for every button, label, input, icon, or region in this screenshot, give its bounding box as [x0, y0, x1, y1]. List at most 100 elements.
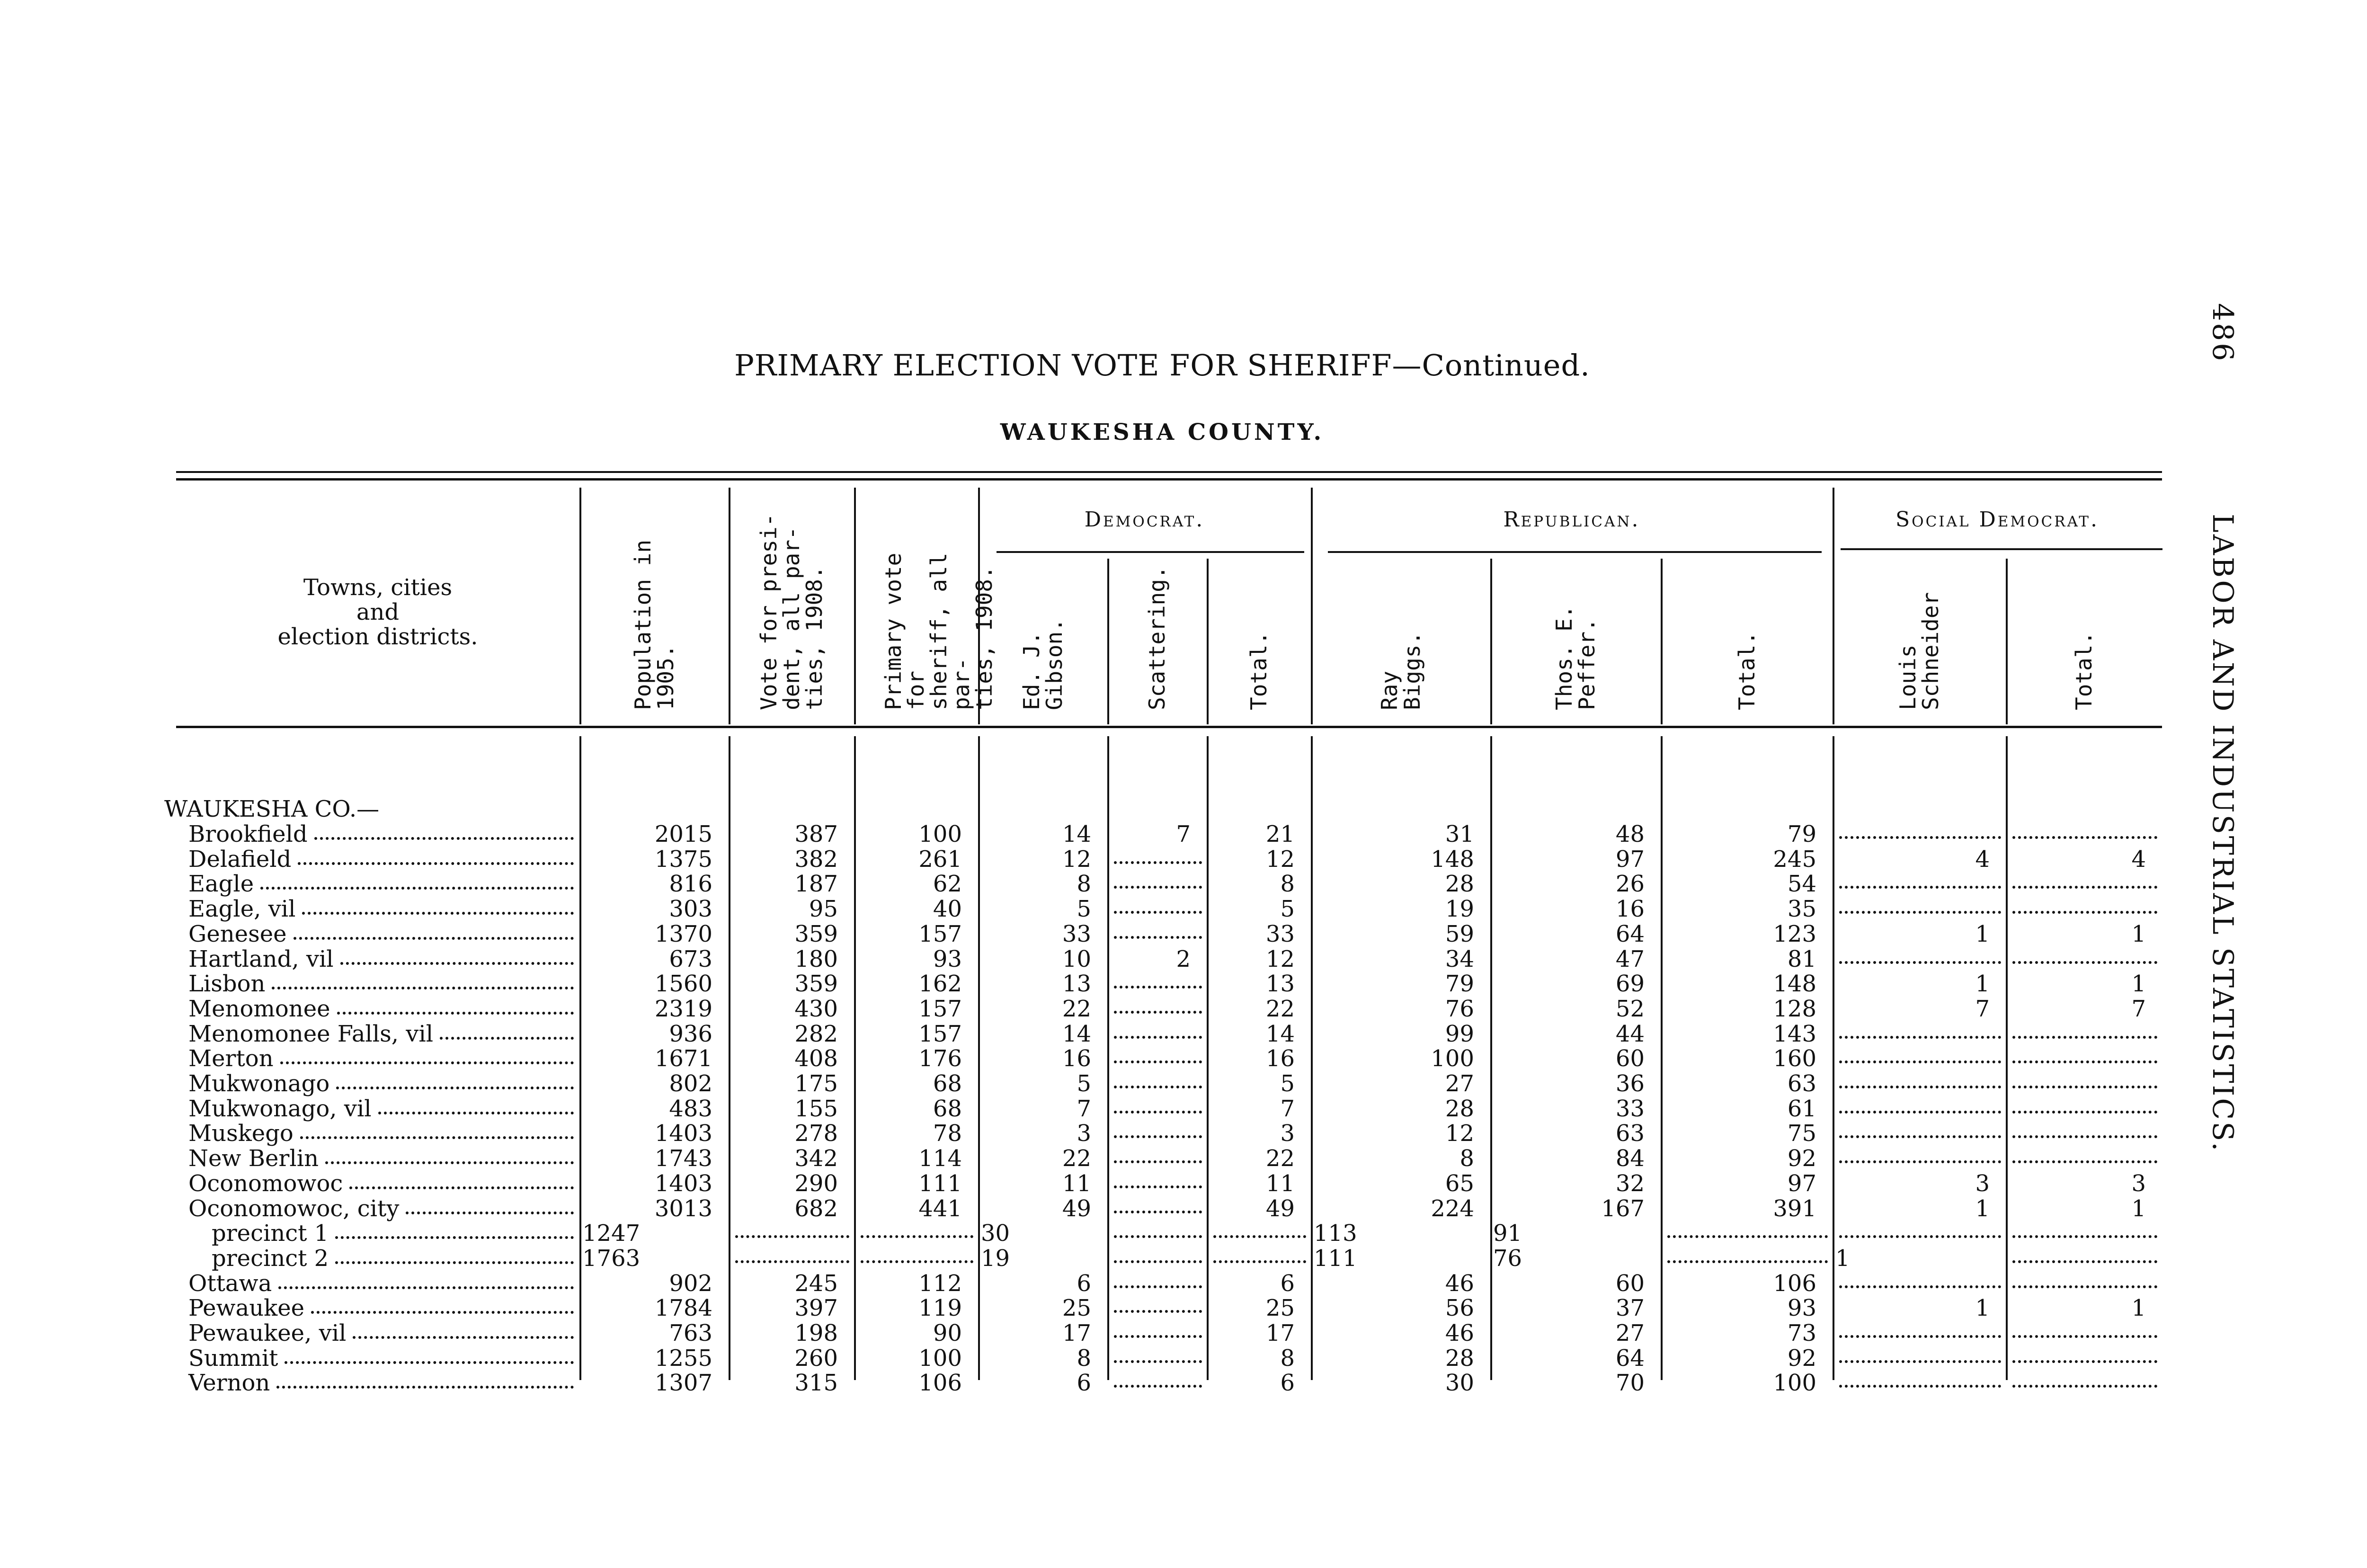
town-name-text: Eagle, vil — [188, 896, 296, 923]
biggs-cell: 12 — [1445, 1120, 1474, 1147]
table-row: Menomonee Falls, vil 936 282 157 14 14 99 44 143 — [0, 1022, 2178, 1046]
gibson-cell: 22 — [1062, 1145, 1091, 1172]
town-name: Menomonee — [188, 997, 577, 1021]
peffer-cell: 47 — [1615, 945, 1645, 972]
population-cell: 1247 — [582, 1220, 641, 1247]
header-line: Schneider — [1918, 592, 1943, 710]
primary-vote-cell: 114 — [918, 1145, 962, 1172]
democrat-scattering-empty — [1114, 1086, 1202, 1088]
dot-leader — [340, 947, 574, 965]
population-cell: 2319 — [654, 995, 712, 1022]
primary-vote-cell: 68 — [933, 1070, 962, 1097]
town-name-text: Pewaukee — [188, 1295, 305, 1322]
gibson-cell: 11 — [1062, 1170, 1091, 1197]
democrat-scattering-empty — [1114, 986, 1202, 989]
republican-total-cell: 92 — [1787, 1145, 1816, 1172]
president-vote-cell: 359 — [794, 971, 838, 998]
town-name: Delafield — [188, 847, 577, 872]
democrat-total-header: Total. — [1246, 554, 1272, 710]
primary-vote-cell: 106 — [918, 1370, 962, 1397]
social-democrat-total-empty — [2012, 1160, 2157, 1164]
town-name-text: Summit — [188, 1345, 278, 1372]
gibson-cell: 6 — [1077, 1370, 1091, 1397]
democrat-scattering-empty — [1114, 935, 1202, 939]
population-cell: 1370 — [654, 920, 712, 947]
biggs-cell: 59 — [1445, 920, 1474, 947]
town-name-text: Vernon — [188, 1370, 270, 1397]
democrat-total-empty — [1213, 1235, 1306, 1238]
peffer-cell: 60 — [1615, 1270, 1645, 1297]
peffer-cell: 97 — [1615, 846, 1645, 873]
town-name-text: Muskego — [188, 1120, 294, 1147]
social-democrat-total-empty — [2012, 1260, 2157, 1263]
social-democrat-total-empty — [2012, 836, 2157, 839]
town-name-text: Pewaukee, vil — [188, 1320, 347, 1346]
democrat-total-cell: 3 — [1280, 1120, 1295, 1147]
biggs-cell: 28 — [1445, 871, 1474, 898]
biggs-cell: 224 — [1431, 1195, 1474, 1222]
social-democrat-header: Social Democrat. — [1895, 508, 2099, 532]
schneider-empty — [1839, 961, 2001, 964]
header-line: Vote for presi- — [756, 513, 782, 710]
column-divider — [1311, 488, 1313, 724]
schneider-empty — [1839, 1110, 2001, 1114]
schneider-cell: 1 — [1975, 1195, 1990, 1222]
democrat-scattering-empty — [1114, 1060, 1202, 1064]
democrat-scattering-empty — [1114, 1285, 1202, 1288]
republican-total-cell: 79 — [1787, 821, 1816, 847]
social-democrat-total-empty — [2012, 1135, 2157, 1139]
column-divider — [1661, 736, 1663, 1380]
population-cell: 816 — [669, 871, 712, 898]
gibson-cell: 16 — [1062, 1045, 1091, 1072]
primary-vote-empty — [861, 1235, 973, 1238]
town-name: Genesee — [188, 922, 577, 946]
county-label: WAUKESHA CO.— — [164, 796, 380, 823]
column-divider — [854, 488, 856, 724]
primary-vote-cell: 78 — [933, 1120, 962, 1147]
president-vote-cell: 382 — [794, 846, 838, 873]
democrat-scattering-empty — [1114, 1210, 1202, 1213]
primary-vote-cell: 162 — [918, 971, 962, 998]
republican-total-cell: 35 — [1787, 896, 1816, 923]
primary-vote-cell: 441 — [918, 1195, 962, 1222]
population-cell: 1255 — [654, 1345, 712, 1372]
column-divider — [579, 488, 581, 724]
table-row: Lisbon 1560 359 162 13 13 79 69 148 1 1 — [0, 971, 2178, 996]
column-divider — [978, 488, 980, 724]
republican-total-header: Total. — [1734, 554, 1760, 710]
schneider-cell: 7 — [1975, 995, 1990, 1022]
town-name: Hartland, vil — [188, 947, 577, 971]
republican-total-cell: 75 — [1787, 1120, 1816, 1147]
column-divider — [978, 736, 980, 1380]
population-cell: 1307 — [654, 1370, 712, 1397]
social-democrat-total-cell: 3 — [2131, 1170, 2146, 1197]
population-cell: 936 — [669, 1020, 712, 1047]
gibson-cell: 13 — [1062, 971, 1091, 998]
dot-leader — [440, 1022, 574, 1040]
gibson-cell: 5 — [1077, 896, 1091, 923]
peffer-cell: 91 — [1493, 1220, 1522, 1247]
town-name: Eagle — [188, 872, 577, 896]
president-vote-cell: 397 — [794, 1295, 838, 1322]
header-line: ties, 1908. — [971, 566, 997, 710]
page-number: 486 — [2206, 303, 2239, 363]
town-name: Mukwonago — [188, 1071, 577, 1096]
democrat-scattering-empty — [1114, 911, 1202, 914]
social-democrat-total-cell: 7 — [2131, 995, 2146, 1022]
dot-leader — [260, 872, 574, 890]
town-name: Mukwonago, vil — [188, 1096, 577, 1121]
president-vote-cell: 342 — [794, 1145, 838, 1172]
town-name: Oconomowoc, city — [188, 1196, 577, 1221]
schneider-cell: 1 — [1975, 971, 1990, 998]
biggs-cell: 46 — [1445, 1270, 1474, 1297]
population-cell: 2015 — [654, 821, 712, 847]
table-row: Muskego 1403 278 78 3 3 12 63 75 — [0, 1121, 2178, 1146]
column-divider — [729, 488, 730, 724]
president-vote-cell: 278 — [794, 1120, 838, 1147]
republican-total-cell: 73 — [1787, 1320, 1816, 1346]
peffer-cell: 167 — [1601, 1195, 1645, 1222]
town-name: Oconomowoc — [188, 1171, 577, 1196]
biggs-cell: 65 — [1445, 1170, 1474, 1197]
header-line: sheriff, all par- — [926, 552, 974, 710]
town-name: Menomonee Falls, vil — [188, 1022, 577, 1046]
